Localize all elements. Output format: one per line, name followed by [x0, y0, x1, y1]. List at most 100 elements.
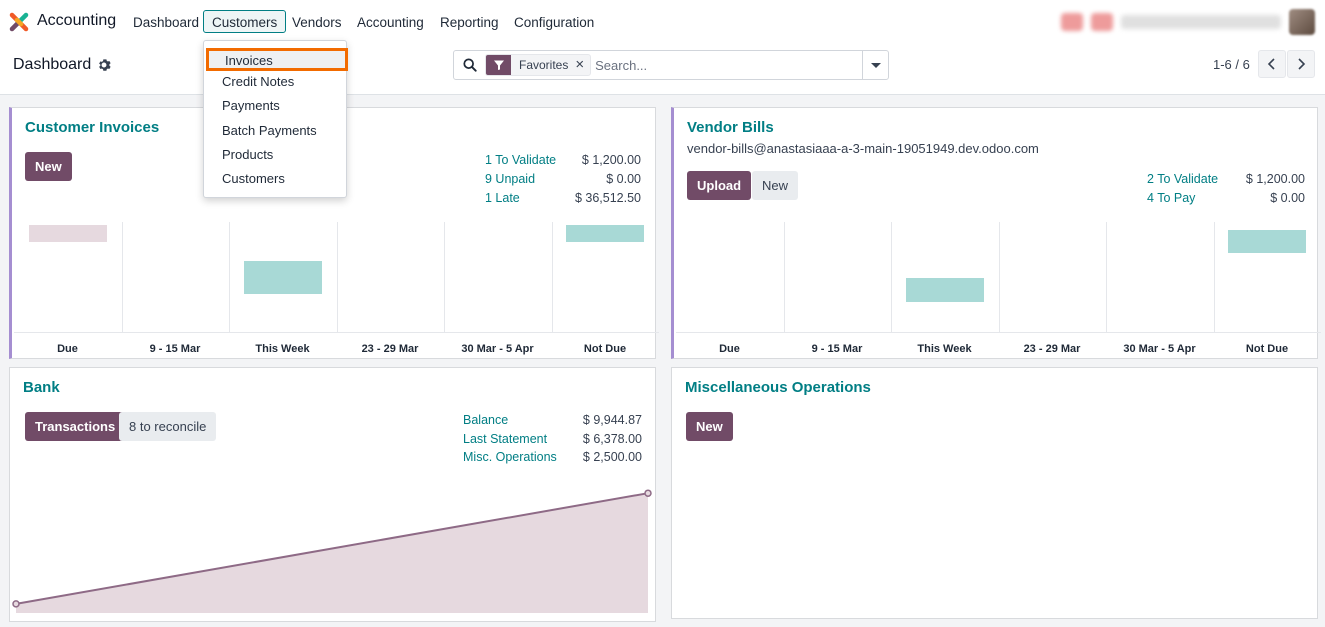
bill-stats: 2 To Validate $ 1,200.00 4 To Pay $ 0.00: [1147, 172, 1305, 212]
search-facet: Favorites ×: [485, 54, 592, 76]
stat-label[interactable]: Balance: [463, 413, 509, 427]
menu-vendors[interactable]: Vendors: [292, 15, 342, 30]
new-misc-button[interactable]: New: [686, 412, 733, 441]
chart-bar[interactable]: [243, 260, 322, 294]
accounting-app-icon[interactable]: [9, 12, 29, 32]
reconcile-button[interactable]: 8 to reconcile: [119, 412, 217, 441]
chart-line: [15, 492, 649, 605]
pager-previous-button[interactable]: [1258, 50, 1286, 78]
chart-gridline: [551, 222, 553, 332]
chart-tick-label: 9 - 15 Mar: [811, 343, 863, 355]
stat-row: Balance $ 9,944.87: [463, 413, 642, 432]
transactions-button[interactable]: Transactions: [25, 412, 126, 441]
pager-value[interactable]: 1-6 / 6: [1213, 57, 1250, 72]
facet-label: Favorites: [519, 58, 569, 72]
stat-row: Last Statement $ 6,378.00: [463, 432, 642, 451]
user-avatar[interactable]: [1289, 9, 1315, 35]
chart-point[interactable]: [12, 600, 20, 608]
chart-tick-label: 9 - 15 Mar: [149, 343, 201, 355]
chart-bar[interactable]: [566, 225, 645, 242]
card-title[interactable]: Customer Invoices: [25, 119, 160, 136]
chart-area: [16, 493, 648, 613]
chart-gridline: [891, 222, 892, 332]
card-title[interactable]: Miscellaneous Operations: [685, 379, 871, 396]
stat-value: $ 0.00: [606, 172, 641, 186]
bank-area-chart[interactable]: [12, 488, 654, 614]
menu-item-credit-notes[interactable]: Credit Notes: [222, 74, 295, 89]
stat-value: $ 2,500.00: [582, 450, 642, 464]
search-input[interactable]: [595, 57, 856, 73]
stat-label[interactable]: 9 Unpaid: [485, 172, 536, 186]
stat-row: Misc. Operations $ 2,500.00: [463, 450, 642, 469]
app-name[interactable]: Accounting: [37, 12, 117, 29]
close-icon[interactable]: ×: [575, 56, 585, 73]
chart-point[interactable]: [644, 489, 652, 497]
chart-gridline: [336, 222, 338, 332]
bills-bar-chart[interactable]: Due 9 - 15 Mar This Week 23 - 29 Mar 30 Mar …: [676, 222, 1321, 360]
menu-configuration[interactable]: Configuration: [514, 15, 595, 30]
stat-row: 4 To Pay $ 0.00: [1147, 191, 1305, 210]
gear-icon[interactable]: [97, 58, 111, 72]
control-panel: Dashboard Favorites × 1-6 / 6: [0, 44, 1325, 95]
pager-next-button[interactable]: [1287, 50, 1315, 78]
vendor-bills-email: vendor-bills@anastasiaaa-a-3-main-190519…: [687, 141, 1039, 156]
stat-row: 1 Late $ 36,512.50: [485, 191, 641, 210]
card-title[interactable]: Vendor Bills: [687, 119, 774, 136]
chart-tick-label: This Week: [255, 343, 310, 355]
chart-gridline: [783, 222, 785, 332]
messages-icon[interactable]: [1061, 13, 1083, 31]
chart-bar[interactable]: [28, 225, 107, 242]
menu-dashboard[interactable]: Dashboard: [133, 15, 200, 30]
customers-dropdown-menu: Invoices Credit Notes Payments Batch Pay…: [203, 40, 348, 198]
new-bill-button[interactable]: New: [752, 171, 799, 200]
chart-baseline: [676, 332, 1321, 333]
menu-accounting[interactable]: Accounting: [357, 15, 424, 30]
stat-label[interactable]: 2 To Validate: [1147, 172, 1219, 186]
chart-gridline: [1213, 222, 1215, 332]
bank-stats: Balance $ 9,944.87 Last Statement $ 6,37…: [463, 413, 642, 473]
chart-tick-label: 23 - 29 Mar: [361, 343, 419, 355]
misc-operations-card: Miscellaneous Operations New: [671, 367, 1318, 619]
stat-row: 9 Unpaid $ 0.00: [485, 172, 641, 191]
activities-icon[interactable]: [1091, 13, 1113, 31]
chart-gridline: [1106, 222, 1107, 332]
menu-item-invoices[interactable]: Invoices: [206, 48, 348, 71]
chart-gridline: [121, 222, 123, 332]
stat-label[interactable]: 1 To Validate: [485, 153, 557, 167]
upload-button[interactable]: Upload: [687, 171, 752, 200]
menu-customers[interactable]: Customers: [203, 10, 287, 33]
stat-label[interactable]: 4 To Pay: [1147, 191, 1196, 205]
invoices-bar-chart[interactable]: Due 9 - 15 Mar This Week 23 - 29 Mar 30 Mar …: [14, 222, 659, 360]
search-icon[interactable]: [463, 58, 477, 72]
chart-tick-label: Not Due: [1245, 343, 1289, 355]
search-bar: Favorites ×: [453, 50, 889, 80]
new-invoice-button[interactable]: New: [25, 152, 72, 181]
chart-tick-label: Not Due: [583, 343, 627, 355]
chart-tick-label: Due: [719, 343, 740, 355]
stat-label[interactable]: Misc. Operations: [463, 450, 557, 464]
card-title[interactable]: Bank: [23, 379, 60, 396]
chart-tick-label: 30 Mar - 5 Apr: [461, 343, 534, 355]
chart-bar[interactable]: [1228, 229, 1307, 254]
menu-reporting[interactable]: Reporting: [440, 15, 499, 30]
menu-item-payments[interactable]: Payments: [222, 98, 280, 113]
breadcrumb: Dashboard: [13, 56, 111, 74]
chart-tick-label: 23 - 29 Mar: [1023, 343, 1081, 355]
page-title: Dashboard: [13, 56, 92, 73]
stat-label[interactable]: Last Statement: [463, 432, 548, 446]
chevron-right-icon: [1298, 58, 1306, 70]
stat-value: $ 9,944.87: [582, 413, 642, 427]
search-options-toggle[interactable]: [862, 51, 888, 79]
chart-tick-label: Due: [57, 343, 78, 355]
chart-tick-label: 30 Mar - 5 Apr: [1123, 343, 1196, 355]
menu-item-batch-payments[interactable]: Batch Payments: [222, 123, 317, 138]
stat-value: $ 1,200.00: [1245, 172, 1305, 186]
stat-value: $ 0.00: [1270, 191, 1305, 205]
chart-baseline: [14, 332, 659, 333]
stat-label[interactable]: 1 Late: [485, 191, 520, 205]
menu-item-customers[interactable]: Customers: [222, 171, 285, 186]
chart-bar[interactable]: [905, 278, 984, 302]
chart-gridline: [229, 222, 230, 332]
menu-item-products[interactable]: Products: [222, 147, 274, 162]
company-switcher[interactable]: [1121, 15, 1281, 29]
